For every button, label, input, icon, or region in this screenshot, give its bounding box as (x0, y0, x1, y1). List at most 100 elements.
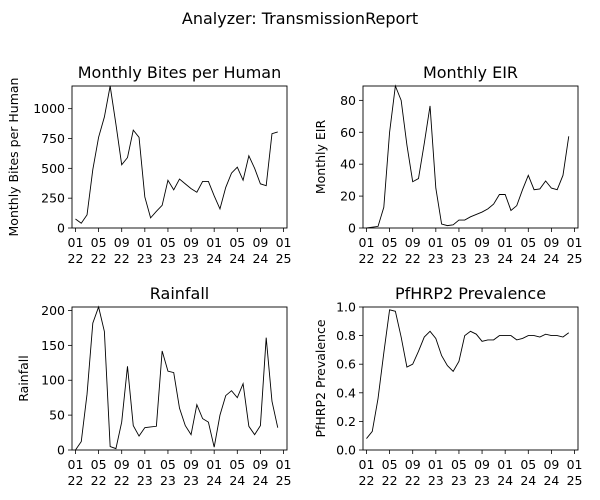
pfhrp2-prevalence-ytick-label: 0.0 (336, 443, 356, 458)
monthly-bites-xtick-label: 09 (252, 235, 268, 250)
monthly-eir-xtick-label: 25 (567, 251, 583, 266)
monthly-bites-title: Monthly Bites per Human (78, 63, 281, 82)
pfhrp2-prevalence-xtick-label: 23 (474, 473, 490, 488)
figure-title: Analyzer: TransmissionReport (182, 9, 418, 28)
monthly-eir-xtick-label: 01 (359, 235, 375, 250)
rainfall-xtick-label: 09 (114, 457, 130, 472)
rainfall-xtick-label: 23 (160, 473, 176, 488)
rainfall-xtick-label: 09 (252, 457, 268, 472)
rainfall-ytick-label: 200 (41, 303, 65, 318)
monthly-eir-xtick-label: 23 (428, 251, 444, 266)
rainfall-xtick-label: 22 (68, 473, 84, 488)
pfhrp2-prevalence-xtick-label: 23 (451, 473, 467, 488)
monthly-eir-ytick-label: 40 (340, 157, 356, 172)
monthly-eir-ytick-label: 0 (348, 221, 356, 236)
rainfall-xtick-label: 01 (276, 457, 292, 472)
rainfall-xtick-label: 01 (68, 457, 84, 472)
monthly-bites-xtick-label: 05 (91, 235, 107, 250)
rainfall-ytick-label: 100 (41, 373, 65, 388)
monthly-bites-ytick-label: 0 (57, 221, 65, 236)
monthly-bites-xtick-label: 01 (68, 235, 84, 250)
rainfall-xtick-label: 25 (276, 473, 292, 488)
monthly-bites-ytick-label: 1000 (33, 101, 65, 116)
pfhrp2-prevalence-axes-frame (362, 306, 579, 451)
monthly-bites-xtick-label: 22 (91, 251, 107, 266)
monthly-eir-xtick-label: 05 (451, 235, 467, 250)
monthly-bites-ytick-label: 250 (41, 191, 65, 206)
monthly-eir-xtick-label: 09 (405, 235, 421, 250)
monthly-bites-xtick-label: 09 (114, 235, 130, 250)
monthly-bites-xtick-label: 01 (206, 235, 222, 250)
pfhrp2-prevalence-ylabel: PfHRP2 Prevalence (313, 319, 328, 437)
monthly-bites-series-line (75, 85, 278, 224)
rainfall-ytick-label: 50 (49, 408, 65, 423)
pfhrp2-prevalence-xtick-label: 22 (359, 473, 375, 488)
monthly-eir-xtick-label: 24 (520, 251, 536, 266)
monthly-eir-xtick-label: 05 (382, 235, 398, 250)
rainfall-xtick-label: 05 (91, 457, 107, 472)
monthly-bites-axes-frame (71, 85, 288, 229)
rainfall-panel: RainfallRainfall050100150200012205220922… (16, 284, 291, 488)
pfhrp2-prevalence-panel: PfHRP2 Prevalence PfHRP2 Prevalence 0.0 0.2… (313, 284, 582, 488)
rainfall-ytick-label: 0 (57, 443, 65, 458)
monthly-bites-xtick-label: 23 (183, 251, 199, 266)
monthly-eir-xtick-label: 23 (451, 251, 467, 266)
rainfall-axes-frame (71, 306, 288, 451)
pfhrp2-prevalence-xtick-label: 25 (567, 473, 583, 488)
monthly-eir-xtick-label: 01 (567, 235, 583, 250)
monthly-eir-xtick-label: 09 (543, 235, 559, 250)
monthly-bites-xtick-label: 01 (137, 235, 153, 250)
pfhrp2-prevalence-xtick-label: 24 (497, 473, 513, 488)
pfhrp2-prevalence-xtick-label: 22 (405, 473, 421, 488)
pfhrp2-prevalence-title: PfHRP2 Prevalence (395, 284, 546, 303)
monthly-bites-xtick-label: 25 (276, 251, 292, 266)
rainfall-xtick-label: 23 (137, 473, 153, 488)
pfhrp2-prevalence-xtick-label: 05 (382, 457, 398, 472)
pfhrp2-prevalence-xtick-label: 09 (543, 457, 559, 472)
monthly-bites-xtick-label: 24 (229, 251, 245, 266)
rainfall-xtick-label: 09 (183, 457, 199, 472)
monthly-bites-panel: Monthly Bites per Human Monthly Bites per… (6, 63, 291, 266)
pfhrp2-prevalence-xtick-label: 01 (428, 457, 444, 472)
monthly-bites-xtick-label: 23 (160, 251, 176, 266)
pfhrp2-prevalence-xtick-label: 05 (451, 457, 467, 472)
monthly-eir-ytick-label: 20 (340, 189, 356, 204)
monthly-bites-xtick-label: 24 (206, 251, 222, 266)
rainfall-xtick-label: 05 (160, 457, 176, 472)
pfhrp2-prevalence-ytick-label: 1.0 (336, 300, 356, 315)
rainfall-xtick-label: 22 (91, 473, 107, 488)
monthly-eir-xtick-label: 22 (359, 251, 375, 266)
monthly-eir-axes-frame (362, 85, 579, 229)
pfhrp2-prevalence-xtick-label: 09 (474, 457, 490, 472)
monthly-bites-ytick-label: 750 (41, 131, 65, 146)
pfhrp2-prevalence-ytick-label: 0.2 (336, 414, 356, 429)
monthly-bites-xtick-label: 23 (137, 251, 153, 266)
rainfall-ylabel: Rainfall (16, 355, 31, 401)
pfhrp2-prevalence-xtick-label: 22 (382, 473, 398, 488)
rainfall-xtick-label: 24 (229, 473, 245, 488)
monthly-eir-series-line (366, 84, 570, 229)
rainfall-xtick-label: 05 (229, 457, 245, 472)
monthly-bites-xtick-label: 01 (276, 235, 292, 250)
monthly-bites-xtick-label: 05 (160, 235, 176, 250)
rainfall-ytick-label: 150 (41, 338, 65, 353)
pfhrp2-prevalence-xtick-label: 01 (497, 457, 513, 472)
monthly-eir-xtick-label: 24 (497, 251, 513, 266)
pfhrp2-prevalence-xtick-label: 24 (520, 473, 536, 488)
monthly-eir-xtick-label: 05 (520, 235, 536, 250)
pfhrp2-prevalence-xtick-label: 05 (520, 457, 536, 472)
rainfall-xtick-label: 01 (206, 457, 222, 472)
monthly-bites-xtick-label: 24 (252, 251, 268, 266)
rainfall-xtick-label: 24 (252, 473, 268, 488)
monthly-eir-xtick-label: 22 (405, 251, 421, 266)
monthly-eir-ytick-label: 60 (340, 125, 356, 140)
monthly-bites-xtick-label: 22 (68, 251, 84, 266)
monthly-eir-xtick-label: 09 (474, 235, 490, 250)
rainfall-xtick-label: 23 (183, 473, 199, 488)
rainfall-xtick-label: 22 (114, 473, 130, 488)
rainfall-series-line (75, 305, 279, 451)
monthly-bites-xtick-label: 09 (183, 235, 199, 250)
monthly-eir-title: Monthly EIR (423, 63, 518, 82)
